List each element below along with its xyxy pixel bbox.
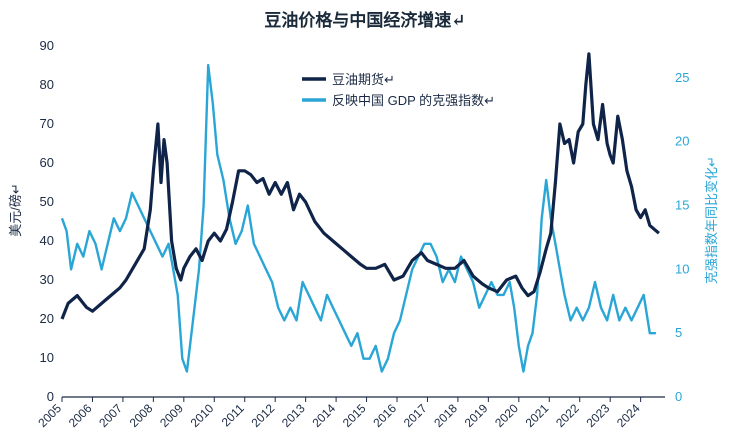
y-right-tick-label: 0 [675, 389, 682, 404]
x-tick-label: 2008 [127, 401, 156, 430]
y-right-tick-label: 15 [675, 198, 689, 213]
y-left-tick-label: 50 [40, 194, 54, 209]
soybean-oil-futures-line [60, 52, 660, 320]
x-tick-label: 2011 [219, 401, 247, 429]
x-tick-label: 2023 [584, 401, 613, 430]
legend-label-soy: 豆油期货↵ [332, 72, 395, 87]
y-right-tick-label: 25 [675, 70, 689, 85]
x-tick-label: 2018 [431, 401, 460, 430]
x-tick-label: 2006 [66, 401, 95, 430]
x-tick-label: 2012 [249, 401, 278, 430]
x-tick-label: 2021 [523, 401, 552, 430]
x-tick-label: 2005 [35, 401, 64, 430]
y-right-tick-label: 10 [675, 261, 689, 276]
y-left-axis-title: 美元/磅↵ [8, 183, 23, 237]
x-tick-label: 2007 [96, 401, 125, 430]
y-left-tick-label: 0 [47, 389, 54, 404]
x-tick-label: 2024 [614, 401, 643, 430]
x-tick-label: 2010 [188, 401, 217, 430]
x-tick-label: 2013 [279, 401, 308, 430]
y-left-tick-label: 20 [40, 311, 54, 326]
y-left-tick-label: 10 [40, 350, 54, 365]
keqiang-index-line [60, 63, 656, 373]
y-left-tick-label: 40 [40, 233, 54, 248]
x-tick-label: 2014 [309, 401, 338, 430]
legend-label-keqiang: 反映中国 GDP 的克强指数↵ [332, 93, 495, 108]
y-left-tick-label: 80 [40, 77, 54, 92]
y-left-tick-label: 70 [40, 116, 54, 131]
x-tick-label: 2016 [370, 401, 399, 430]
x-tick-label: 2020 [492, 401, 521, 430]
y-left-tick-label: 30 [40, 272, 54, 287]
x-tick-label: 2019 [462, 401, 491, 430]
y-right-tick-label: 5 [675, 325, 682, 340]
x-tick-label: 2015 [340, 401, 369, 430]
x-tick-label: 2022 [553, 401, 582, 430]
x-tick-label: 2017 [401, 401, 430, 430]
y-right-axis-title: 克强指数年同比变化↵ [704, 156, 719, 284]
y-left-tick-label: 90 [40, 38, 54, 53]
y-left-tick-label: 60 [40, 155, 54, 170]
chart-title: 豆油价格与中国经济增速↵ [264, 11, 466, 31]
x-tick-label: 2009 [157, 401, 186, 430]
y-right-tick-label: 20 [675, 134, 689, 149]
